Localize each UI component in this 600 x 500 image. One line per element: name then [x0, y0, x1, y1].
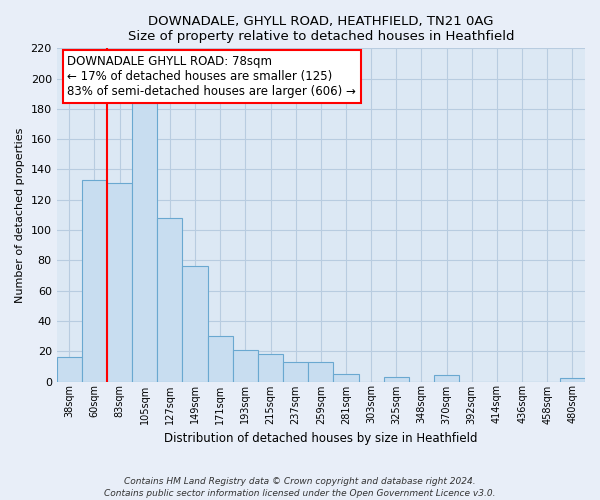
Bar: [560, 378, 585, 382]
Bar: [56, 358, 82, 382]
X-axis label: Distribution of detached houses by size in Heathfield: Distribution of detached houses by size …: [164, 432, 478, 445]
Bar: [334, 374, 359, 382]
Text: DOWNADALE GHYLL ROAD: 78sqm
← 17% of detached houses are smaller (125)
83% of se: DOWNADALE GHYLL ROAD: 78sqm ← 17% of det…: [67, 55, 356, 98]
Bar: [258, 354, 283, 382]
Bar: [208, 336, 233, 382]
Bar: [82, 180, 107, 382]
Bar: [233, 350, 258, 382]
Bar: [182, 266, 208, 382]
Bar: [384, 377, 409, 382]
Bar: [157, 218, 182, 382]
Title: DOWNADALE, GHYLL ROAD, HEATHFIELD, TN21 0AG
Size of property relative to detache: DOWNADALE, GHYLL ROAD, HEATHFIELD, TN21 …: [128, 15, 514, 43]
Bar: [434, 376, 459, 382]
Text: Contains HM Land Registry data © Crown copyright and database right 2024.
Contai: Contains HM Land Registry data © Crown c…: [104, 476, 496, 498]
Bar: [283, 362, 308, 382]
Bar: [308, 362, 334, 382]
Y-axis label: Number of detached properties: Number of detached properties: [15, 127, 25, 302]
Bar: [132, 103, 157, 382]
Bar: [107, 183, 132, 382]
